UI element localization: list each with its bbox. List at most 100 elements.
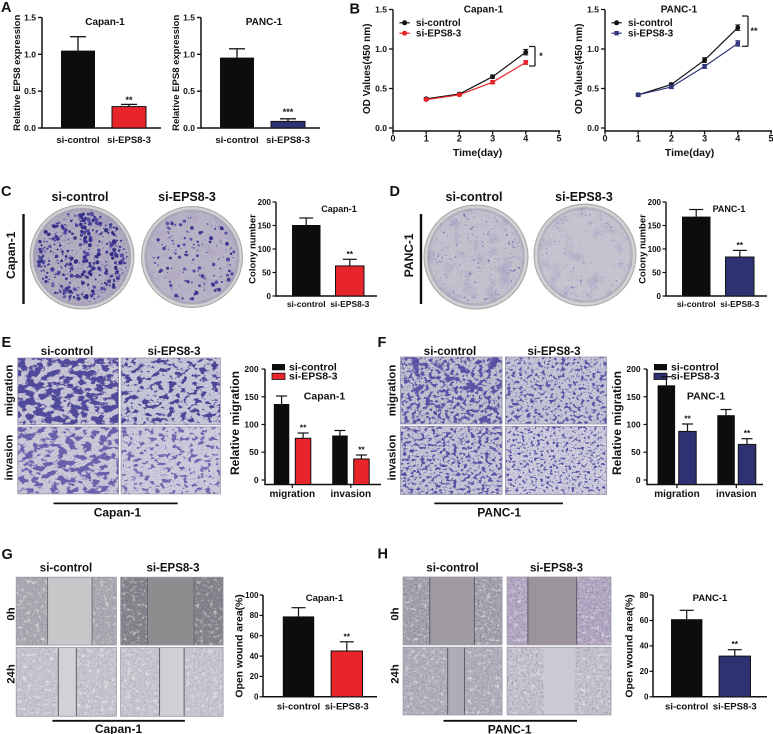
svg-text:1.5: 1.5	[24, 13, 36, 23]
svg-text:si-control: si-control	[677, 299, 716, 309]
svg-text:si-control: si-control	[277, 702, 320, 713]
svg-text:1.0: 1.0	[183, 49, 195, 59]
svg-text:si-control: si-control	[52, 190, 109, 204]
svg-text:**: **	[736, 240, 743, 250]
svg-text:***: ***	[283, 107, 294, 117]
svg-text:si-control: si-control	[426, 563, 478, 575]
svg-text:20: 20	[250, 672, 259, 681]
svg-text:100: 100	[648, 245, 662, 254]
svg-text:50: 50	[652, 268, 661, 277]
svg-text:**: **	[750, 26, 758, 36]
svg-text:**: **	[358, 445, 365, 455]
svg-text:si-EPS8-3: si-EPS8-3	[527, 346, 580, 358]
svg-text:si-control: si-control	[215, 135, 258, 146]
svg-text:Capan-1: Capan-1	[304, 391, 346, 403]
svg-text:Capan-1: Capan-1	[306, 593, 344, 604]
svg-text:60: 60	[640, 616, 649, 625]
svg-text:PANC-1: PANC-1	[477, 505, 521, 519]
svg-text:si-EPS8-3: si-EPS8-3	[671, 371, 720, 383]
svg-text:si-EPS8-3: si-EPS8-3	[147, 346, 200, 358]
svg-text:4: 4	[523, 134, 528, 144]
svg-text:100: 100	[626, 420, 640, 430]
svg-text:D: D	[390, 184, 400, 200]
svg-text:C: C	[1, 184, 12, 200]
svg-text:1: 1	[424, 134, 429, 144]
svg-text:0.5: 0.5	[24, 86, 36, 96]
svg-text:200: 200	[258, 198, 272, 207]
svg-text:PANC-1: PANC-1	[402, 233, 416, 277]
svg-text:si-control: si-control	[41, 346, 93, 358]
svg-text:si-EPS8-3: si-EPS8-3	[146, 563, 199, 575]
svg-text:0: 0	[254, 693, 259, 702]
svg-text:24h: 24h	[6, 664, 18, 684]
svg-text:si-control: si-control	[424, 346, 476, 358]
svg-text:si-control: si-control	[287, 299, 326, 309]
svg-text:invasion: invasion	[716, 489, 757, 500]
svg-text:invasion: invasion	[4, 435, 16, 481]
svg-text:150: 150	[626, 392, 640, 402]
svg-text:si-control: si-control	[671, 361, 719, 373]
svg-text:3: 3	[702, 134, 707, 144]
svg-text:2: 2	[457, 134, 462, 144]
svg-text:5: 5	[768, 134, 773, 144]
svg-text:50: 50	[249, 447, 259, 457]
svg-text:Capan-1: Capan-1	[4, 231, 18, 279]
svg-text:B: B	[350, 2, 360, 18]
svg-text:0.0: 0.0	[24, 123, 36, 133]
svg-text:0: 0	[657, 292, 662, 301]
svg-text:si-EPS8-3: si-EPS8-3	[330, 299, 369, 309]
svg-text:0.5: 0.5	[375, 84, 387, 94]
svg-text:si-EPS8-3: si-EPS8-3	[416, 28, 462, 39]
svg-text:Relative EPS8 expression: Relative EPS8 expression	[12, 15, 23, 131]
svg-text:0h: 0h	[6, 607, 18, 620]
svg-text:80: 80	[640, 591, 649, 600]
svg-text:*: *	[539, 51, 543, 61]
svg-text:1: 1	[636, 134, 641, 144]
svg-text:1.5: 1.5	[587, 5, 599, 15]
svg-text:Capan-1: Capan-1	[321, 204, 357, 214]
svg-text:0: 0	[644, 693, 649, 702]
svg-text:PANC-1: PANC-1	[713, 204, 746, 214]
svg-text:si-EPS8-3: si-EPS8-3	[158, 190, 216, 204]
svg-text:1.5: 1.5	[183, 13, 195, 23]
svg-text:si-EPS8-3: si-EPS8-3	[289, 371, 338, 383]
svg-text:150: 150	[244, 392, 258, 402]
svg-text:Open wound area(%): Open wound area(%)	[625, 594, 636, 697]
svg-text:1.0: 1.0	[587, 44, 599, 54]
svg-text:0h: 0h	[389, 607, 401, 620]
svg-text:si-EPS8-3: si-EPS8-3	[107, 135, 151, 146]
svg-text:0: 0	[267, 292, 272, 301]
svg-text:60: 60	[250, 632, 259, 641]
svg-text:40: 40	[640, 642, 649, 651]
svg-text:Colony number: Colony number	[248, 214, 259, 284]
svg-text:PANC-1: PANC-1	[693, 593, 728, 604]
svg-text:**: **	[346, 249, 353, 259]
svg-text:0.0: 0.0	[587, 123, 599, 133]
svg-text:Time(day): Time(day)	[665, 147, 714, 159]
svg-text:200: 200	[626, 364, 640, 374]
svg-text:20: 20	[640, 667, 649, 676]
svg-text:E: E	[2, 335, 12, 351]
svg-text:**: **	[300, 423, 307, 433]
svg-text:si-control: si-control	[628, 18, 673, 29]
svg-text:G: G	[2, 547, 13, 563]
svg-text:**: **	[343, 631, 350, 641]
svg-text:si-control: si-control	[289, 361, 337, 373]
svg-text:si-EPS8-3: si-EPS8-3	[628, 28, 674, 39]
svg-text:Time(day): Time(day)	[453, 147, 502, 159]
svg-text:migration: migration	[654, 489, 700, 500]
svg-text:0.5: 0.5	[183, 86, 195, 96]
svg-text:PANC-1: PANC-1	[488, 723, 532, 734]
svg-text:2: 2	[669, 134, 674, 144]
svg-text:0.0: 0.0	[375, 123, 387, 133]
svg-text:50: 50	[262, 268, 271, 277]
svg-text:0: 0	[390, 134, 395, 144]
svg-text:1.5: 1.5	[375, 5, 387, 15]
svg-text:si-control: si-control	[446, 190, 503, 204]
svg-text:si-EPS8-3: si-EPS8-3	[325, 702, 369, 713]
svg-text:migration: migration	[270, 489, 316, 500]
svg-text:si-EPS8-3: si-EPS8-3	[555, 190, 613, 204]
svg-text:0: 0	[254, 475, 259, 485]
svg-text:5: 5	[556, 134, 561, 144]
svg-text:**: **	[125, 95, 133, 105]
